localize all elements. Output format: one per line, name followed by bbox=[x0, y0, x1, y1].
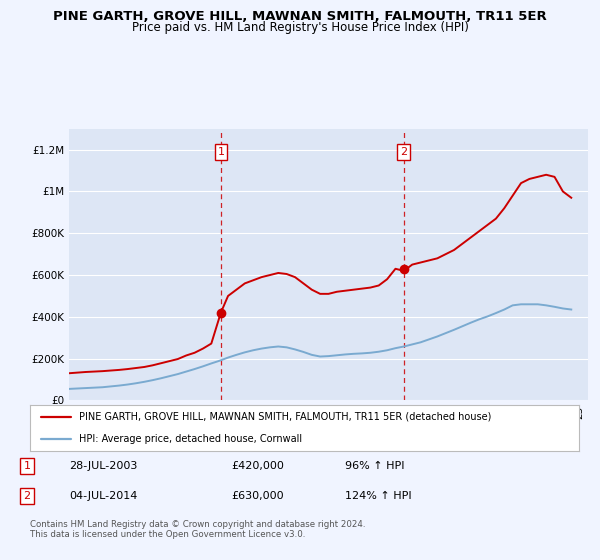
Text: 28-JUL-2003: 28-JUL-2003 bbox=[69, 461, 137, 471]
Text: 1: 1 bbox=[23, 461, 31, 471]
Text: Price paid vs. HM Land Registry's House Price Index (HPI): Price paid vs. HM Land Registry's House … bbox=[131, 21, 469, 34]
Text: £420,000: £420,000 bbox=[231, 461, 284, 471]
Text: £630,000: £630,000 bbox=[231, 491, 284, 501]
Text: 1: 1 bbox=[217, 147, 224, 157]
Text: PINE GARTH, GROVE HILL, MAWNAN SMITH, FALMOUTH, TR11 5ER: PINE GARTH, GROVE HILL, MAWNAN SMITH, FA… bbox=[53, 10, 547, 23]
Text: 2: 2 bbox=[400, 147, 407, 157]
Text: 96% ↑ HPI: 96% ↑ HPI bbox=[345, 461, 404, 471]
Text: 124% ↑ HPI: 124% ↑ HPI bbox=[345, 491, 412, 501]
Text: HPI: Average price, detached house, Cornwall: HPI: Average price, detached house, Corn… bbox=[79, 434, 302, 444]
Text: PINE GARTH, GROVE HILL, MAWNAN SMITH, FALMOUTH, TR11 5ER (detached house): PINE GARTH, GROVE HILL, MAWNAN SMITH, FA… bbox=[79, 412, 492, 422]
Text: 04-JUL-2014: 04-JUL-2014 bbox=[69, 491, 137, 501]
Text: Contains HM Land Registry data © Crown copyright and database right 2024.
This d: Contains HM Land Registry data © Crown c… bbox=[30, 520, 365, 539]
Text: 2: 2 bbox=[23, 491, 31, 501]
